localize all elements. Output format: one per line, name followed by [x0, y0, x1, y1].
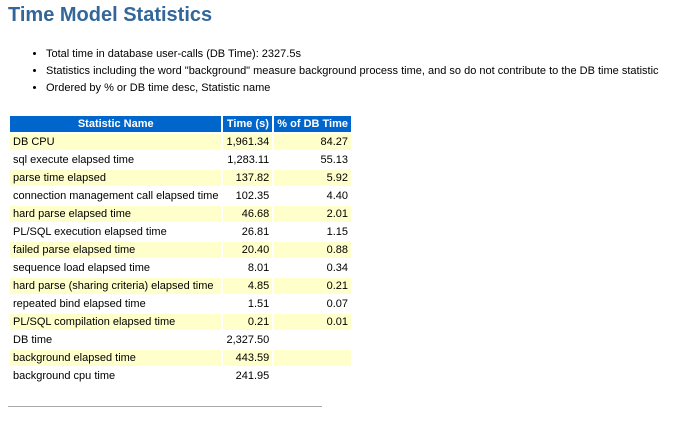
table-row: DB CPU 1,961.34 84.27: [10, 134, 351, 150]
value-cell: 20.40: [223, 242, 273, 258]
value-cell: 443.59: [223, 350, 273, 366]
column-header: Statistic Name: [10, 116, 222, 132]
value-cell: 0.07: [326, 298, 348, 310]
value-cell: 102.35: [235, 190, 270, 202]
value-cell: 1.15: [326, 226, 348, 238]
statistic-name: sql execute elapsed time: [13, 154, 135, 166]
value-cell: 1,961.34: [223, 134, 273, 150]
statistic-name: repeated bind elapsed time: [13, 298, 146, 310]
statistic-name: hard parse (sharing criteria) elapsed ti…: [10, 278, 222, 294]
table-row: repeated bind elapsed time 1.51 0.07: [10, 296, 351, 312]
value-cell: 1,283.11: [227, 154, 270, 166]
column-header: Time (s): [223, 116, 273, 132]
table-row: parse time elapsed 137.82 5.92: [10, 170, 351, 186]
title: Time Model Statistics: [8, 4, 213, 26]
bullet-list: Total time in database user-calls (DB Ti…: [16, 46, 659, 97]
table-row: sequence load elapsed time 8.01 0.34: [10, 260, 351, 276]
value-cell: 26.81: [241, 226, 270, 238]
table-row: hard parse elapsed time 46.68 2.01: [10, 206, 351, 222]
value-cell: 0.88: [274, 242, 351, 258]
value-cell: 2,327.50: [226, 334, 270, 346]
table-row: background cpu time 241.95: [10, 368, 351, 384]
value-cell: 2.01: [274, 206, 351, 222]
value-cell: 46.68: [223, 206, 273, 222]
column-header: % of DB Time: [274, 116, 351, 132]
statistic-name: hard parse elapsed time: [10, 206, 222, 222]
table-row: PL/SQL compilation elapsed time 0.21 0.01: [10, 314, 351, 330]
value-cell: 1.51: [247, 298, 270, 310]
table-row: failed parse elapsed time 20.40 0.88: [10, 242, 351, 258]
value-cell: [274, 350, 351, 366]
value-cell: 241.95: [235, 370, 270, 382]
table-row: sql execute elapsed time 1,283.11 55.13: [10, 152, 351, 168]
statistic-name: PL/SQL execution elapsed time: [13, 226, 167, 238]
statistic-name: failed parse elapsed time: [10, 242, 222, 258]
table-row: hard parse (sharing criteria) elapsed ti…: [10, 278, 351, 294]
statistic-name: connection management call elapsed time: [13, 190, 219, 202]
value-cell: 0.21: [223, 314, 273, 330]
statistic-name: parse time elapsed: [10, 170, 222, 186]
value-cell: [274, 332, 351, 348]
table-row: connection management call elapsed time 1…: [10, 188, 351, 204]
bullet: Ordered by % or DB time desc, Statistic …: [46, 80, 659, 97]
value-cell: 0.01: [274, 314, 351, 330]
value-cell: 4.85: [223, 278, 273, 294]
statistic-name: background elapsed time: [10, 350, 222, 366]
value-cell: 0.34: [326, 262, 348, 274]
statistic-name: sequence load elapsed time: [13, 262, 150, 274]
value-cell: 55.13: [320, 154, 348, 166]
value-cell: 8.01: [247, 262, 270, 274]
stats-table: Statistic Name Time (s)% of DB Time DB CP…: [8, 114, 353, 386]
divider: [8, 406, 322, 407]
statistic-name: DB time: [13, 334, 53, 346]
value-cell: 137.82: [223, 170, 273, 186]
value-cell: 0.21: [274, 278, 351, 294]
value-cell: 5.92: [274, 170, 351, 186]
table-row: background elapsed time 443.59: [10, 350, 351, 366]
statistic-name: background cpu time: [13, 370, 116, 382]
statistic-name: DB CPU: [10, 134, 222, 150]
value-cell: 84.27: [274, 134, 351, 150]
table-row: PL/SQL execution elapsed time 26.81 1.15: [10, 224, 351, 240]
table-row: DB time 2,327.50: [10, 332, 351, 348]
statistic-name: PL/SQL compilation elapsed time: [10, 314, 222, 330]
value-cell: 4.40: [326, 190, 348, 202]
bullet: Total time in database user-calls (DB Ti…: [46, 46, 659, 63]
bullet: Statistics including the word "backgroun…: [46, 63, 659, 80]
value-cell: [274, 368, 351, 384]
